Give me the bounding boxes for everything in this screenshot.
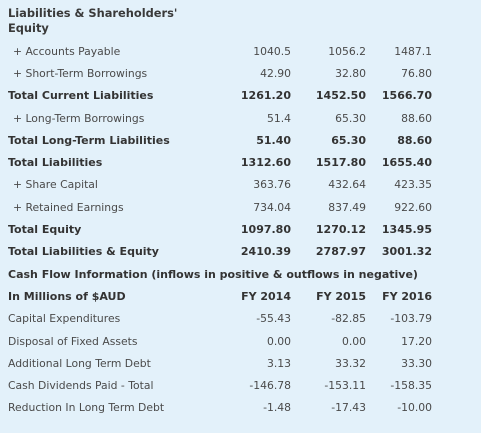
value-fy2015: 837.49 — [328, 200, 366, 214]
table-row: + Retained Earnings 734.04 837.49 922.60 — [8, 196, 481, 218]
value-fy2016: 1487.1 — [394, 44, 432, 58]
table-row-total: Total Equity 1097.80 1270.12 1345.95 — [8, 218, 481, 240]
table-row: + Share Capital 363.76 432.64 423.35 — [8, 174, 481, 196]
value-fy2014: 1040.5 — [253, 44, 291, 58]
table-row-total: Total Long-Term Liabilities 51.40 65.30 … — [8, 129, 481, 151]
value-fy2014: -146.78 — [249, 379, 291, 393]
value-fy2015: 32.80 — [335, 66, 366, 80]
value-fy2015: 65.30 — [331, 133, 366, 147]
value-fy2015: -17.43 — [331, 401, 366, 415]
value-fy2015: -153.11 — [324, 379, 366, 393]
row-label: Disposal of Fixed Assets — [8, 334, 138, 348]
value-fy2016: 33.30 — [401, 356, 432, 370]
value-fy2016: 3001.32 — [381, 245, 432, 259]
row-label: + Share Capital — [13, 178, 98, 192]
value-fy2015: 432.64 — [328, 178, 366, 192]
column-header-fy2014: FY 2014 — [241, 289, 291, 303]
value-fy2014: 2410.39 — [240, 245, 291, 259]
table-row: Disposal of Fixed Assets 0.00 0.00 17.20 — [8, 330, 481, 352]
value-fy2016: 76.80 — [401, 66, 432, 80]
value-fy2016: 88.60 — [397, 133, 432, 147]
row-label: + Long-Term Borrowings — [13, 111, 145, 125]
value-fy2015: 1270.12 — [315, 223, 366, 237]
value-fy2014: 734.04 — [253, 200, 291, 214]
row-label: Total Liabilities & Equity — [8, 245, 159, 259]
value-fy2015: 1056.2 — [328, 44, 366, 58]
section-title: Liabilities & Shareholders' Equity — [8, 0, 481, 40]
row-label: Total Current Liabilities — [8, 89, 154, 103]
row-label: + Retained Earnings — [13, 200, 124, 214]
table-row: Capital Expenditures -55.43 -82.85 -103.… — [8, 308, 481, 330]
value-fy2014: 3.13 — [266, 356, 291, 370]
column-header-fy2016: FY 2016 — [382, 289, 432, 303]
value-fy2016: 17.20 — [401, 334, 432, 348]
row-label: Capital Expenditures — [8, 312, 121, 326]
table-row: Reduction In Long Term Debt -1.48 -17.43… — [8, 397, 481, 419]
value-fy2014: 363.76 — [253, 178, 291, 192]
value-fy2016: 1566.70 — [381, 89, 432, 103]
table-row: + Short-Term Borrowings 42.90 32.80 76.8… — [8, 62, 481, 84]
row-label: Additional Long Term Debt — [8, 356, 151, 370]
value-fy2014: -1.48 — [263, 401, 291, 415]
column-header-fy2015: FY 2015 — [316, 289, 366, 303]
table-row-total: Total Current Liabilities 1261.20 1452.5… — [8, 85, 481, 107]
section-title-text: Liabilities & Shareholders' Equity — [8, 6, 178, 35]
value-fy2015: 0.00 — [341, 334, 366, 348]
row-label: Total Liabilities — [8, 156, 103, 170]
row-label: Total Long-Term Liabilities — [8, 133, 170, 147]
table-row-total: Total Liabilities 1312.60 1517.80 1655.4… — [8, 151, 481, 173]
value-fy2016: -10.00 — [397, 401, 432, 415]
value-fy2016: 423.35 — [394, 178, 432, 192]
row-label: + Short-Term Borrowings — [13, 66, 148, 80]
value-fy2016: 88.60 — [401, 111, 432, 125]
table-row: + Accounts Payable 1040.5 1056.2 1487.1 — [8, 40, 481, 62]
value-fy2014: 51.40 — [256, 133, 291, 147]
value-fy2016: -158.35 — [390, 379, 432, 393]
value-fy2016: 922.60 — [394, 200, 432, 214]
table-row-total: Total Liabilities & Equity 2410.39 2787.… — [8, 241, 481, 263]
units-label: In Millions of $AUD — [8, 289, 126, 303]
value-fy2015: 65.30 — [335, 111, 366, 125]
value-fy2015: 1452.50 — [315, 89, 366, 103]
value-fy2014: 51.4 — [266, 111, 291, 125]
table-row: Additional Long Term Debt 3.13 33.32 33.… — [8, 352, 481, 374]
value-fy2014: 1261.20 — [240, 89, 291, 103]
value-fy2015: 1517.80 — [315, 156, 366, 170]
value-fy2015: -82.85 — [331, 312, 366, 326]
value-fy2015: 2787.97 — [315, 245, 366, 259]
value-fy2014: 1312.60 — [240, 156, 291, 170]
cashflow-title-text: Cash Flow Information (inflows in positi… — [8, 267, 418, 281]
value-fy2016: -103.79 — [390, 312, 432, 326]
value-fy2016: 1345.95 — [381, 223, 432, 237]
value-fy2014: 42.90 — [260, 66, 291, 80]
table-row: + Long-Term Borrowings 51.4 65.30 88.60 — [8, 107, 481, 129]
row-label: Total Equity — [8, 223, 82, 237]
value-fy2014: 0.00 — [266, 334, 291, 348]
cashflow-title: Cash Flow Information (inflows in positi… — [8, 263, 481, 285]
value-fy2016: 1655.40 — [381, 156, 432, 170]
row-label: Cash Dividends Paid - Total — [8, 379, 154, 393]
table-row: Cash Dividends Paid - Total -146.78 -153… — [8, 374, 481, 396]
row-label: Reduction In Long Term Debt — [8, 401, 165, 415]
cashflow-header-row: In Millions of $AUD FY 2014 FY 2015 FY 2… — [8, 285, 481, 307]
value-fy2015: 33.32 — [335, 356, 366, 370]
value-fy2014: -55.43 — [256, 312, 291, 326]
row-label: + Accounts Payable — [13, 44, 121, 58]
value-fy2014: 1097.80 — [240, 223, 291, 237]
